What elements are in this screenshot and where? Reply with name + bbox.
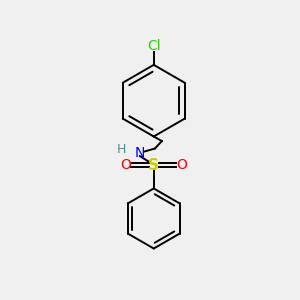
Text: H: H xyxy=(117,143,126,156)
Text: S: S xyxy=(148,158,159,173)
Text: O: O xyxy=(176,158,187,172)
Text: Cl: Cl xyxy=(147,39,160,53)
Text: N: N xyxy=(135,146,145,160)
Text: O: O xyxy=(121,158,131,172)
